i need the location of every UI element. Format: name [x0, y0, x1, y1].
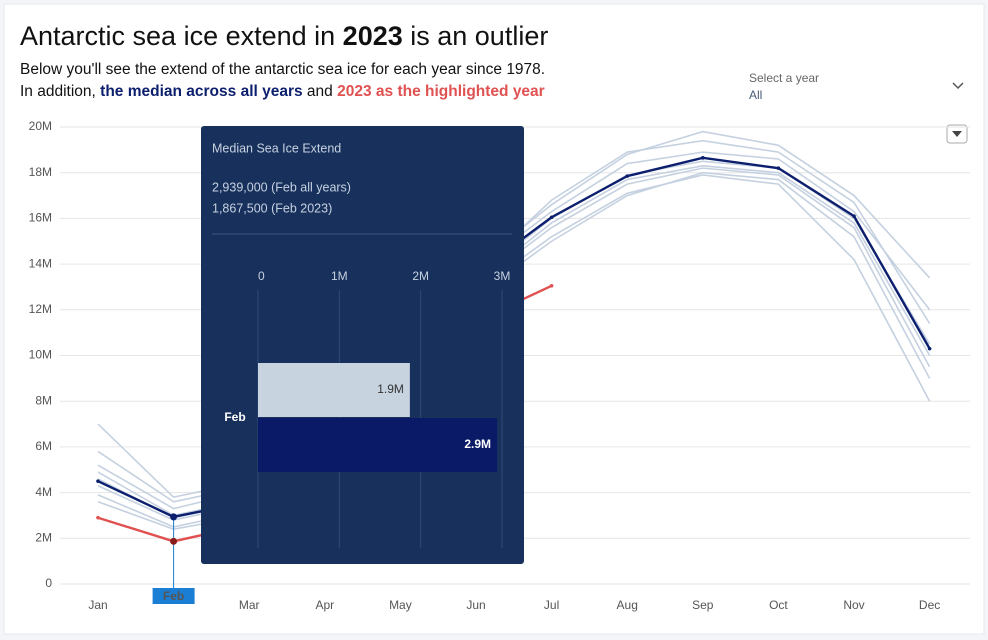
y-tick-label: 16M	[29, 211, 52, 225]
tooltip-line: 2,939,000 (Feb all years)	[212, 180, 351, 194]
x-tick-label: May	[389, 598, 412, 612]
bar	[258, 363, 410, 417]
filter-value: All	[749, 88, 762, 102]
point	[927, 346, 932, 351]
point	[96, 515, 100, 520]
x-tick-label: Jul	[544, 598, 559, 612]
y-tick-label: 18M	[29, 165, 52, 179]
x-tick-label: Mar	[239, 598, 260, 612]
year-filter[interactable]: Select a year All	[749, 71, 964, 102]
y-tick-label: 4M	[35, 485, 52, 499]
x-tick-label: Sep	[692, 598, 714, 612]
subtitle-highlight: 2023 as the highlighted year	[337, 83, 545, 100]
menu-arrow	[952, 131, 962, 137]
subtitle: In addition, the median across all years…	[20, 83, 545, 100]
x-tick-label: 3M	[494, 269, 511, 283]
point	[701, 156, 705, 160]
tooltip: Median Sea Ice Extend 2,939,000 (Feb all …	[201, 126, 524, 564]
y-tick-label: 12M	[29, 302, 52, 316]
subtitle-text: and	[303, 83, 337, 100]
chevron	[952, 82, 964, 90]
tooltip-title: Median Sea Ice Extend	[212, 141, 341, 155]
category-label: Feb	[224, 410, 245, 424]
y-tick-label: 2M	[35, 530, 52, 544]
subtitle-median: the median across all years	[100, 83, 302, 100]
point	[852, 214, 856, 218]
x-tick-label: Nov	[843, 598, 864, 612]
point	[776, 166, 781, 170]
category-highlight	[152, 588, 195, 604]
y-tick-label: 20M	[29, 119, 52, 133]
y-tick-label: 14M	[29, 256, 52, 270]
title-text: Antarctic sea ice extend in	[20, 21, 343, 51]
y-tick-label: 0	[45, 576, 52, 590]
x-tick-label: 1M	[331, 269, 348, 283]
point	[170, 537, 178, 545]
x-tick-label: Oct	[769, 598, 788, 612]
x-tick-label: 0	[258, 269, 265, 283]
bar	[258, 418, 498, 472]
point	[549, 284, 554, 288]
point	[549, 215, 554, 220]
tooltip-line: 1,867,500 (Feb 2023)	[212, 201, 332, 215]
title-year: 2023	[343, 21, 403, 51]
subtitle-text: In addition,	[20, 83, 100, 100]
y-tick-label: 8M	[35, 393, 52, 407]
x-tick-label: Apr	[315, 598, 334, 612]
point	[170, 513, 178, 521]
x-tick-label: Jan	[88, 598, 107, 612]
title-text: is an outlier	[403, 21, 549, 51]
x-tick-label: 2M	[412, 269, 429, 283]
point	[625, 174, 629, 178]
value-label: 1.9M	[377, 382, 404, 396]
title: Antarctic sea ice extend in 2023 is an o…	[20, 21, 548, 51]
x-tick-label: Dec	[919, 598, 940, 612]
point	[96, 479, 100, 483]
subtitle: Below you'll see the extend of the antar…	[20, 61, 545, 78]
x-tick-label: Feb	[163, 589, 184, 603]
menu-button[interactable]	[946, 124, 968, 144]
y-tick-label: 6M	[35, 439, 52, 453]
y-tick-label: 10M	[29, 348, 52, 362]
x-tick-label: Aug	[617, 598, 638, 612]
x-tick-label: Jun	[466, 598, 485, 612]
value-label: 2.9M	[464, 437, 491, 451]
filter-label: Select a year	[749, 71, 819, 85]
